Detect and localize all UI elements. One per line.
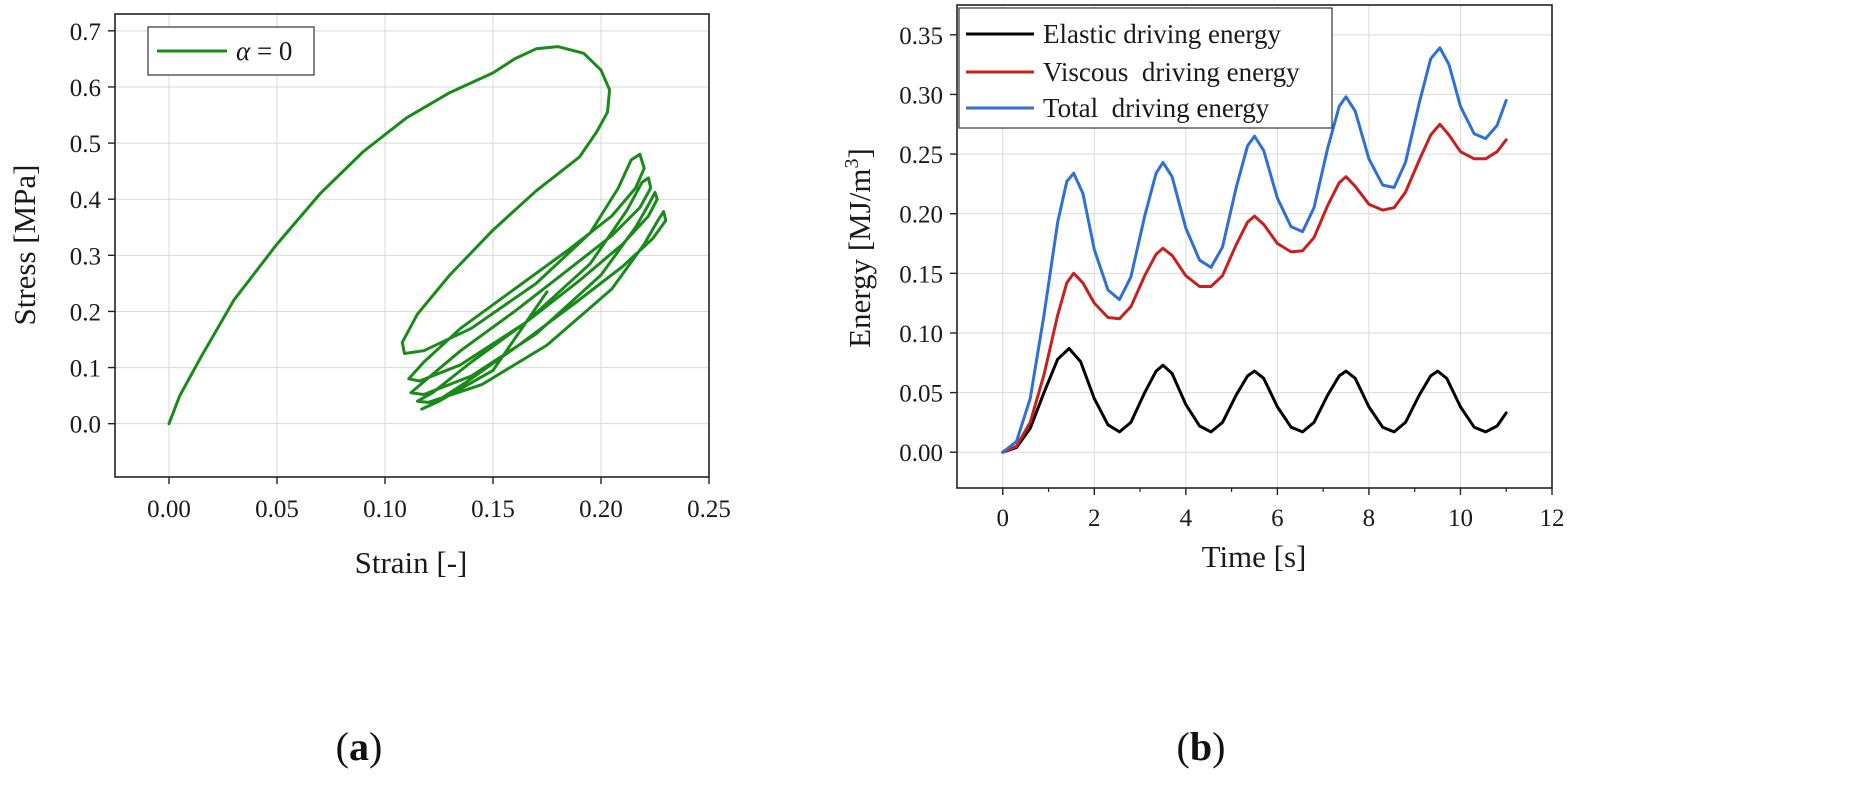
axes-frame-a xyxy=(114,13,710,478)
x-axis-label-a: Strain [-] xyxy=(355,545,468,580)
axes-frame-b xyxy=(956,4,1553,489)
x-tick-label: 2 xyxy=(1088,505,1101,532)
x-axis-label-b: Time [s] xyxy=(1202,539,1307,574)
stress-strain-chart: 0.00 0.05 0.10 0.15 0.20 0.25 0.0 0.1 0.2 0.3 0.4 0… xyxy=(7,13,731,769)
legend-label-elastic: Elastic driving energy xyxy=(1043,19,1281,49)
stress-strain-line-alpha0 xyxy=(167,45,668,426)
x-tick-label: 10 xyxy=(1448,505,1473,532)
y-tick-label: 0.35 xyxy=(899,23,943,50)
y-tick-label: 0.30 xyxy=(899,82,943,109)
legend-label-alpha0: α = 0 xyxy=(236,36,292,66)
y-axis-label-b-main: Energy [MJ/m xyxy=(842,168,877,347)
y-axis-label-b: Energy [MJ/m3] xyxy=(841,148,877,348)
y-tick-label: 0.00 xyxy=(899,440,943,467)
panel-label-a-letter: a xyxy=(349,724,369,769)
x-tick-label: 0.10 xyxy=(363,496,407,523)
y-tick-label: 0.0 xyxy=(70,412,101,439)
x-tick-label: 12 xyxy=(1540,505,1565,532)
series-group-b xyxy=(1001,46,1508,454)
y-tick-label: 0.6 xyxy=(70,75,101,102)
legend-alpha-symbol: α xyxy=(236,36,251,66)
x-tick-label: 4 xyxy=(1180,505,1193,532)
y-tick-label: 0.25 xyxy=(899,142,943,169)
total-energy-line xyxy=(1001,46,1508,454)
x-tick-label: 0.25 xyxy=(687,496,731,523)
legend-b: Elastic driving energy Viscous driving e… xyxy=(958,7,1333,129)
y-axis-label-a: Stress [MPa] xyxy=(7,164,42,325)
y-tick-label: 0.7 xyxy=(70,19,101,46)
panel-label-a-open: ( xyxy=(336,724,349,769)
series-group-a xyxy=(167,45,668,426)
panel-label-b-close: ) xyxy=(1212,724,1225,769)
axis-ticks-a: 0.00 0.05 0.10 0.15 0.20 0.25 0.0 0.1 0.2 0.3 0.4 0… xyxy=(70,19,731,523)
y-tick-label: 0.05 xyxy=(899,381,943,408)
x-tick-label: 6 xyxy=(1271,505,1284,532)
y-tick-label: 0.15 xyxy=(899,261,943,288)
axis-ticks-b: 0 2 4 6 8 10 12 0.00 0.05 0.10 0.15 0.20 0.25 0.30 0.3… xyxy=(899,23,1564,532)
y-tick-label: 0.20 xyxy=(899,202,943,229)
energy-time-chart: 0 2 4 6 8 10 12 0.00 0.05 0.10 0.15 0.20 0.25 0.30 0.3… xyxy=(841,4,1565,769)
legend-label-viscous: Viscous driving energy xyxy=(1043,57,1300,87)
panel-label-a: (a) xyxy=(336,724,383,769)
y-axis-label-b-end: ] xyxy=(842,148,877,158)
x-tick-label: 0.05 xyxy=(255,496,299,523)
x-tick-label: 0.20 xyxy=(579,496,623,523)
panel-label-b-letter: b xyxy=(1190,724,1212,769)
legend-a: α = 0 xyxy=(147,26,315,76)
y-tick-label: 0.3 xyxy=(70,243,101,270)
panel-label-a-close: ) xyxy=(369,724,382,769)
viscous-energy-line xyxy=(1001,122,1508,454)
panel-label-b-open: ( xyxy=(1177,724,1190,769)
elastic-energy-line xyxy=(1001,347,1508,454)
y-axis-label-b-sup: 3 xyxy=(841,158,863,168)
legend-alpha-value: = 0 xyxy=(250,36,292,66)
x-tick-label: 8 xyxy=(1363,505,1376,532)
y-tick-label: 0.10 xyxy=(899,321,943,348)
y-tick-label: 0.2 xyxy=(70,299,101,326)
y-tick-label: 0.5 xyxy=(70,131,101,158)
legend-label-total: Total driving energy xyxy=(1043,93,1270,123)
y-tick-label: 0.1 xyxy=(70,356,101,383)
x-tick-label: 0.00 xyxy=(147,496,191,523)
y-tick-label: 0.4 xyxy=(70,187,102,214)
x-tick-label: 0 xyxy=(997,505,1010,532)
panel-label-b: (b) xyxy=(1177,724,1226,769)
x-tick-label: 0.15 xyxy=(471,496,515,523)
